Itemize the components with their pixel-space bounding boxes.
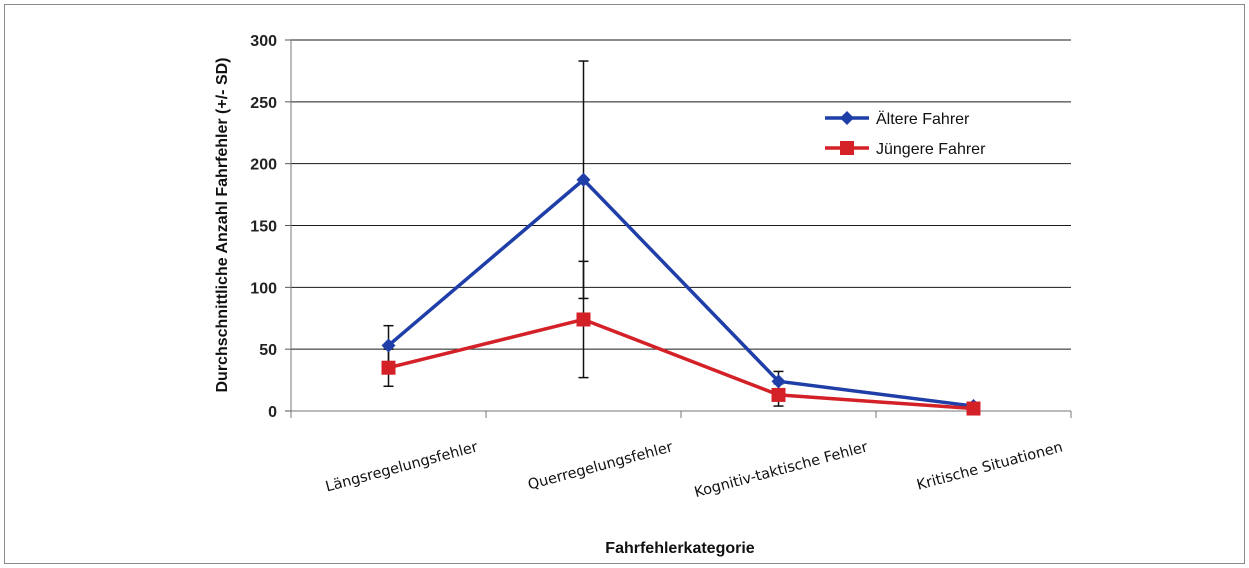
legend-marker [840,111,854,125]
category-label: Querregelungsfehler [526,439,674,493]
data-point-marker [381,338,396,353]
x-axis [290,40,1072,418]
data-point-marker [966,401,981,416]
y-tick-label: 0 [268,404,277,421]
y-tick-label: 200 [250,157,277,174]
series-line-2 [388,317,974,411]
y-tick-labels: 0 50 100 150 200 250 300 [250,33,277,421]
y-tick-label: 300 [250,33,277,50]
legend-label: Ältere Fahrer [876,110,970,128]
y-tick-label: 50 [259,342,277,359]
data-point-marker [576,172,591,187]
category-label: Kognitiv-taktische Fehler [693,439,870,501]
data-point-marker [771,387,786,402]
series-lines [387,177,974,411]
y-tick-label: 150 [250,219,277,236]
legend: Ältere Fahrer Jüngere Fahrer [825,110,986,158]
data-point-marker [771,374,786,389]
chart-frame [4,4,1245,564]
legend-label: Jüngere Fahrer [876,141,986,158]
category-label: Kritische Situationen [915,439,1064,493]
data-point-marker [576,312,591,327]
category-labels: Längsregelungsfehler Querregelungsfehler K… [324,439,1065,501]
data-point-marker [381,360,396,375]
y-axis-title: Durchschnittliche Anzahl Fahrfehler (+/-… [214,57,231,392]
gridlines [285,39,1071,412]
series-markers [381,172,981,416]
y-tick-label: 250 [250,95,277,112]
x-axis-title: Fahrfehlerkategorie [605,540,754,557]
category-label: Längsregelungsfehler [324,439,480,495]
y-tick-label: 100 [250,280,277,297]
series-line-1 [387,177,974,408]
legend-marker [840,141,854,155]
